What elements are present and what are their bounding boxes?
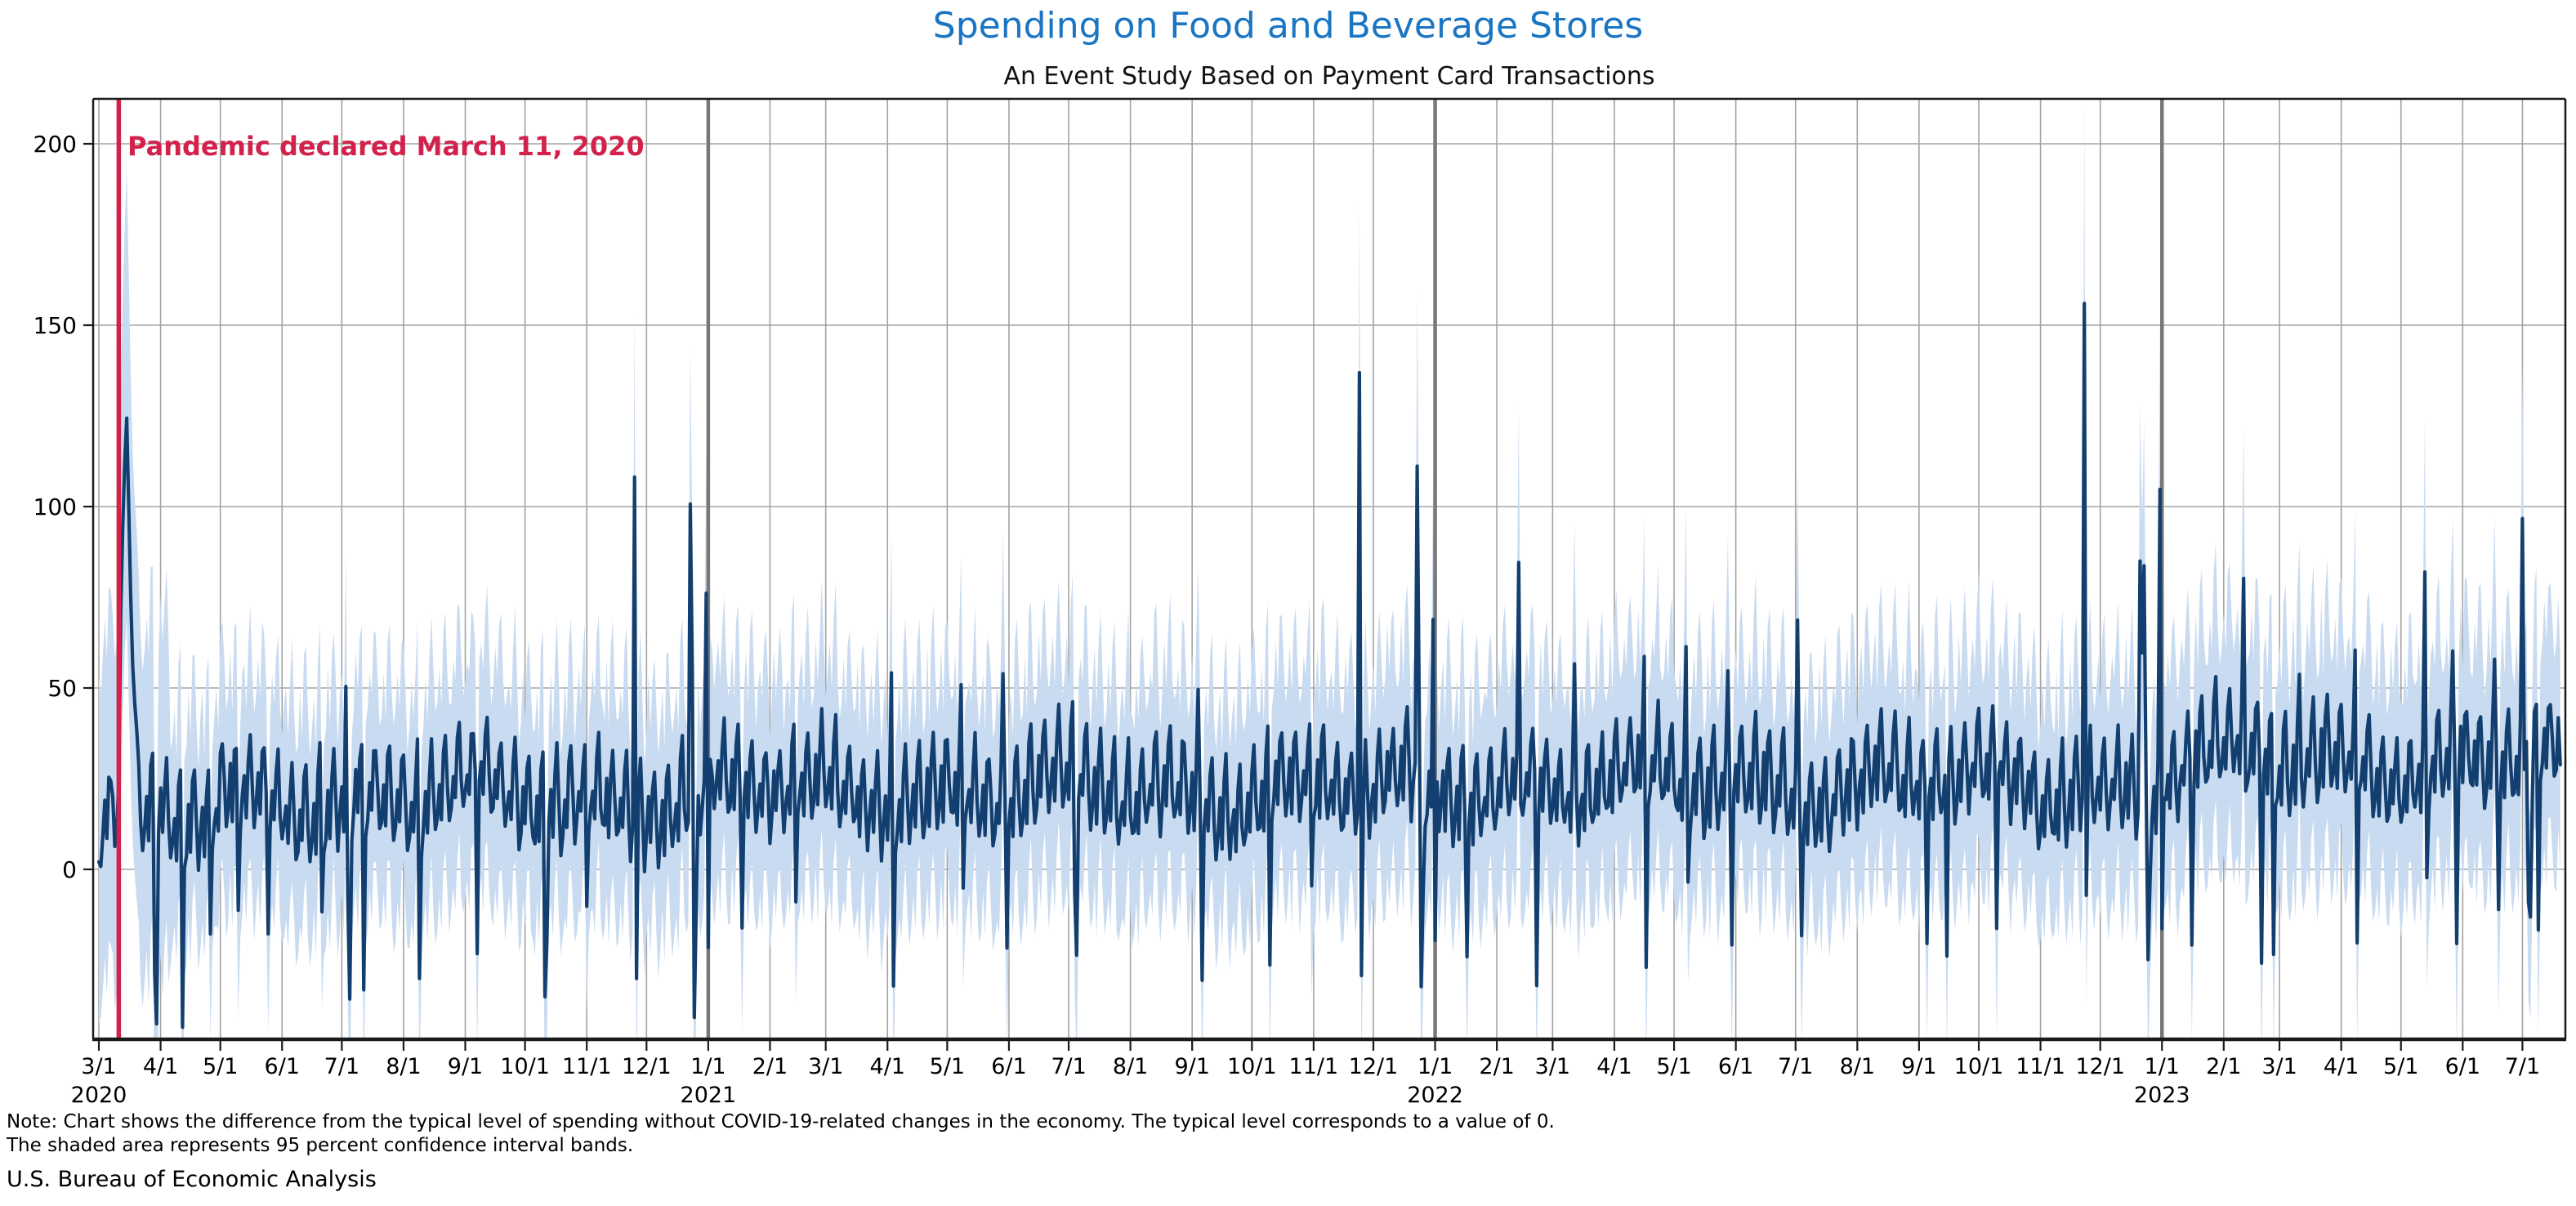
x-year-label: 2023 bbox=[2134, 1083, 2190, 1108]
x-tick-label: 5/1 bbox=[203, 1054, 238, 1079]
y-tick-label: 100 bbox=[33, 494, 77, 520]
source-attribution: U.S. Bureau of Economic Analysis bbox=[7, 1167, 377, 1192]
x-tick-label: 3/1 bbox=[808, 1054, 843, 1079]
x-tick-label: 3/1 bbox=[2261, 1054, 2297, 1079]
spending-line bbox=[96, 302, 2562, 1030]
x-tick-label: 5/1 bbox=[930, 1054, 965, 1079]
x-tick-label: 5/1 bbox=[2383, 1054, 2418, 1079]
x-tick-label: 1/1 bbox=[1417, 1054, 1453, 1079]
x-tick-label: 7/1 bbox=[2505, 1054, 2540, 1079]
x-tick-label: 1/1 bbox=[690, 1054, 725, 1079]
x-tick-label: 9/1 bbox=[448, 1054, 483, 1079]
footnote-line1: Note: Chart shows the difference from th… bbox=[7, 1111, 1555, 1132]
x-tick-label: 5/1 bbox=[1656, 1054, 1691, 1079]
x-year-label: 2020 bbox=[71, 1083, 127, 1108]
x-tick-label: 10/1 bbox=[500, 1054, 550, 1079]
x-tick-label: 2/1 bbox=[1479, 1054, 1514, 1079]
x-tick-label: 4/1 bbox=[870, 1054, 905, 1079]
x-tick-label: 7/1 bbox=[324, 1054, 359, 1079]
pandemic-annotation-label: Pandemic declared March 11, 2020 bbox=[127, 131, 645, 162]
x-tick-label: 11/1 bbox=[562, 1054, 612, 1079]
x-tick-label: 12/1 bbox=[622, 1054, 672, 1079]
footnote-line2: The shaded area represents 95 percent co… bbox=[7, 1135, 634, 1156]
x-tick-label: 2/1 bbox=[752, 1054, 788, 1079]
x-tick-label: 12/1 bbox=[1349, 1054, 1399, 1079]
x-year-label: 2021 bbox=[681, 1083, 737, 1108]
y-tick-label: 50 bbox=[47, 675, 77, 702]
x-tick-label: 3/1 bbox=[1535, 1054, 1570, 1079]
x-tick-label: 8/1 bbox=[1840, 1054, 1875, 1079]
axis-ticks: 3/1 4/1 5/1 6/1 7/1 8/1 9/1 10/1 11/1 12/1 1/1 2/1 3… bbox=[33, 131, 2541, 1108]
axes-spines bbox=[92, 97, 2567, 1042]
x-tick-label: 1/1 bbox=[2145, 1054, 2180, 1079]
x-tick-label: 7/1 bbox=[1051, 1054, 1086, 1079]
x-tick-label: 9/1 bbox=[1174, 1054, 1209, 1079]
y-tick-label: 150 bbox=[33, 312, 77, 339]
x-tick-label: 4/1 bbox=[1596, 1054, 1632, 1079]
x-tick-label: 4/1 bbox=[2324, 1054, 2359, 1079]
x-tick-label: 10/1 bbox=[1954, 1054, 2004, 1079]
x-tick-label: 12/1 bbox=[2075, 1054, 2125, 1079]
page-title: Spending on Food and Beverage Stores bbox=[932, 5, 1644, 47]
chart-subtitle: An Event Study Based on Payment Card Tra… bbox=[1003, 62, 1655, 91]
x-tick-label: 11/1 bbox=[1289, 1054, 1339, 1079]
y-tick-label: 200 bbox=[33, 131, 77, 158]
x-tick-label: 4/1 bbox=[143, 1054, 178, 1079]
x-tick-label: 2/1 bbox=[2206, 1054, 2241, 1079]
x-tick-label: 3/1 bbox=[81, 1054, 116, 1079]
y-tick-label: 0 bbox=[62, 856, 77, 883]
x-tick-label: 6/1 bbox=[265, 1054, 300, 1079]
x-tick-label: 6/1 bbox=[1718, 1054, 1753, 1079]
x-tick-label: 8/1 bbox=[1113, 1054, 1148, 1079]
x-tick-label: 7/1 bbox=[1778, 1054, 1813, 1079]
x-year-label: 2022 bbox=[1407, 1083, 1463, 1108]
x-tick-label: 8/1 bbox=[386, 1054, 421, 1079]
x-tick-label: 9/1 bbox=[1901, 1054, 1936, 1079]
x-tick-label: 6/1 bbox=[991, 1054, 1026, 1079]
x-tick-label: 11/1 bbox=[2016, 1054, 2065, 1079]
x-tick-label: 6/1 bbox=[2445, 1054, 2480, 1079]
x-tick-label: 10/1 bbox=[1227, 1054, 1277, 1079]
